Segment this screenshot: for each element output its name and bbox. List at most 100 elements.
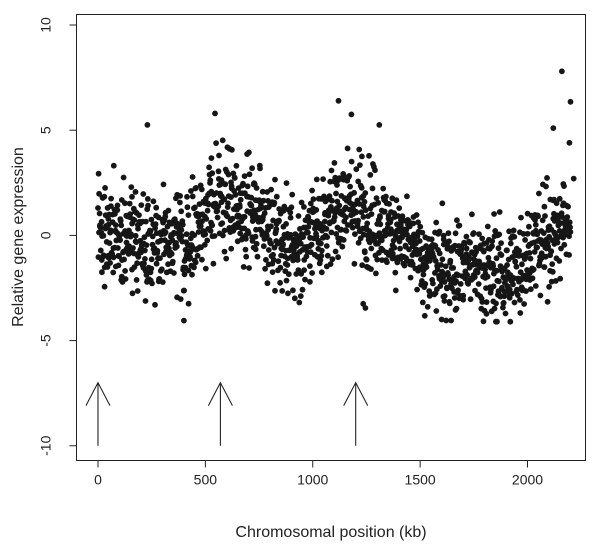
data-point [493, 300, 499, 307]
data-point [401, 262, 408, 269]
data-point [358, 209, 365, 216]
data-point [517, 297, 523, 303]
data-point [309, 270, 315, 276]
data-point [392, 269, 399, 276]
data-point [519, 261, 525, 268]
data-point [393, 197, 400, 204]
data-point [390, 237, 397, 244]
data-point [326, 193, 333, 200]
data-point [494, 318, 500, 325]
data-point [532, 283, 539, 289]
data-point [351, 260, 358, 267]
data-point [472, 244, 479, 251]
data-point [332, 248, 339, 255]
data-point [209, 222, 216, 229]
data-point [355, 178, 362, 185]
data-point [351, 189, 357, 196]
data-point [260, 197, 267, 204]
data-point [446, 300, 453, 307]
data-point [375, 199, 382, 206]
data-point [465, 280, 472, 287]
data-point [168, 251, 175, 257]
data-point [432, 258, 439, 264]
data-point [160, 181, 167, 188]
data-point [495, 245, 502, 252]
data-point [432, 242, 439, 249]
data-point [209, 170, 216, 177]
data-point [383, 193, 389, 200]
data-point [368, 211, 375, 218]
data-point [510, 281, 516, 288]
data-point [105, 221, 112, 228]
data-point [415, 219, 421, 226]
data-point [159, 279, 166, 285]
data-point [464, 271, 470, 278]
data-point [534, 231, 541, 238]
data-point [203, 216, 210, 222]
data-point [522, 237, 528, 243]
data-point [221, 248, 228, 255]
data-point [276, 217, 282, 224]
data-point [529, 275, 536, 282]
data-point [237, 230, 244, 237]
data-point [567, 224, 573, 231]
data-point [112, 222, 119, 229]
x-tick-label: 1500 [405, 472, 436, 488]
data-point [490, 263, 497, 269]
data-point [444, 284, 450, 291]
data-point [280, 241, 286, 248]
data-point [189, 174, 196, 180]
data-point [327, 261, 334, 267]
x-tick-label: 500 [194, 472, 218, 488]
data-point [142, 247, 148, 254]
data-point [177, 296, 184, 302]
data-point [198, 186, 205, 193]
data-point [328, 229, 335, 236]
data-point [114, 202, 121, 209]
data-point [181, 287, 188, 294]
data-point [424, 303, 431, 310]
data-point [128, 184, 135, 191]
data-point [343, 214, 349, 221]
data-point [318, 240, 324, 247]
data-point [380, 185, 387, 192]
data-point [220, 232, 226, 239]
data-point [354, 223, 361, 230]
data-point [185, 300, 192, 307]
data-point [178, 208, 185, 215]
data-point [543, 183, 549, 190]
data-point [101, 193, 108, 200]
data-point [210, 260, 217, 267]
data-point [162, 229, 169, 236]
data-point [428, 236, 435, 243]
data-point [557, 275, 564, 282]
data-point [272, 176, 278, 183]
data-point [244, 183, 251, 190]
data-point [441, 298, 448, 304]
data-point [453, 305, 460, 312]
data-point [285, 290, 291, 297]
data-point [185, 267, 192, 274]
data-point [126, 200, 133, 207]
data-point [540, 230, 547, 237]
data-point [307, 278, 313, 285]
data-point [506, 228, 512, 235]
data-point [514, 286, 520, 293]
data-point [153, 204, 160, 211]
data-point [246, 149, 252, 156]
data-point [208, 155, 215, 162]
data-point [355, 217, 362, 224]
data-point [332, 209, 338, 216]
data-point [476, 231, 482, 238]
data-point [283, 180, 290, 187]
data-point [329, 197, 335, 204]
data-point [489, 243, 495, 250]
x-tick-label: 1000 [297, 472, 328, 488]
data-point [508, 290, 515, 297]
data-point [352, 231, 358, 238]
data-point [118, 222, 125, 229]
data-point [442, 263, 449, 270]
data-point [493, 255, 500, 262]
data-point [323, 226, 330, 232]
data-point [120, 174, 127, 181]
